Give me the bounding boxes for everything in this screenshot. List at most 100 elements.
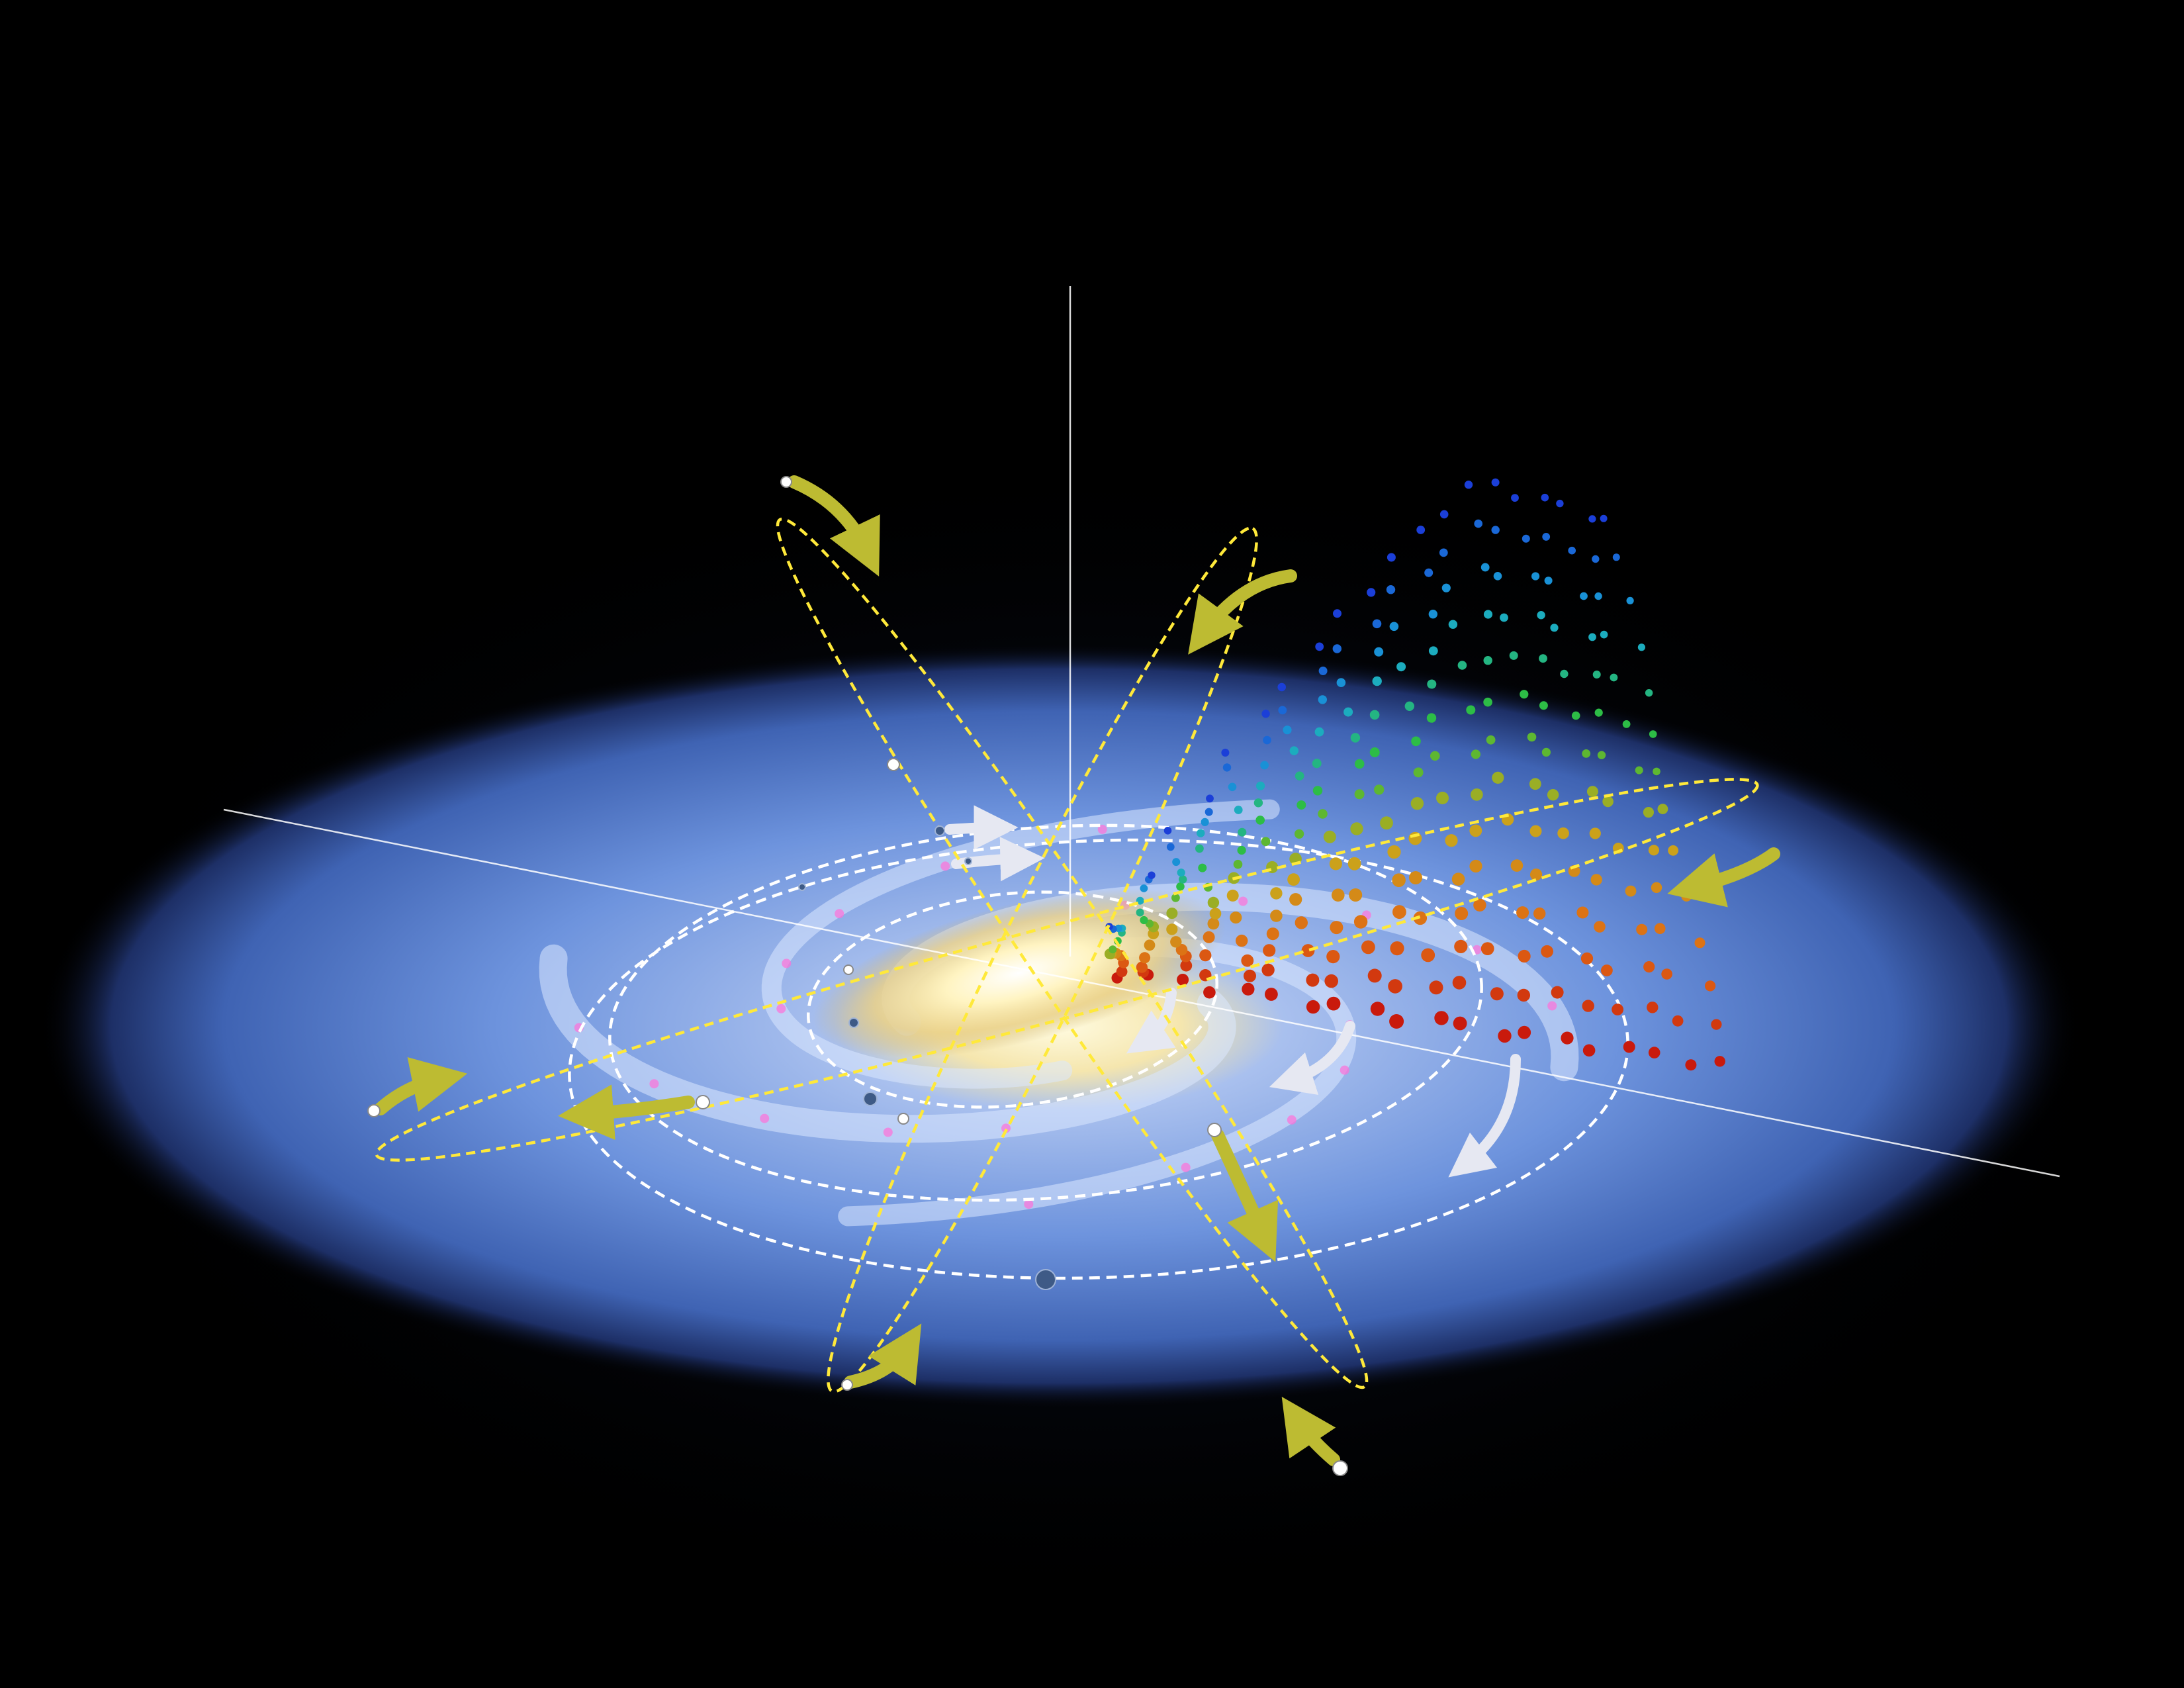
wedge-star	[1197, 829, 1205, 837]
wedge-star	[1270, 910, 1283, 922]
wedge-star	[1427, 679, 1437, 689]
wedge-star	[1648, 845, 1659, 856]
wedge-star	[1537, 611, 1545, 620]
disk-orbit-middle	[608, 823, 1483, 1202]
wedge-star	[1278, 706, 1287, 715]
wedge-star	[1287, 873, 1300, 886]
wedge-star	[1266, 927, 1279, 941]
wedge-star	[1166, 908, 1178, 919]
wedge-star	[1179, 875, 1187, 884]
wedge-star	[1556, 499, 1564, 508]
wedge-star	[1203, 986, 1216, 999]
wedge-star	[1315, 642, 1324, 651]
wedge-star	[1531, 572, 1540, 581]
wedge-star	[1306, 973, 1320, 987]
wedge-star	[1547, 789, 1559, 801]
star-dot-icon	[1207, 1123, 1222, 1137]
wedge-star	[1705, 980, 1716, 992]
wedge-star	[1530, 868, 1543, 881]
halo-arrow-far-right	[1667, 847, 1780, 908]
star-forming-region	[649, 1079, 659, 1089]
wedge-star	[1668, 845, 1679, 856]
star-forming-region	[1181, 1162, 1191, 1172]
wedge-star	[1392, 873, 1406, 887]
disk-orbit-outer	[568, 838, 1629, 1280]
disk-arrow-5	[1448, 1054, 1521, 1178]
wedge-star	[1347, 857, 1361, 870]
wedge-star	[1116, 966, 1128, 978]
wedge-star	[1350, 733, 1361, 743]
wedge-star	[1326, 950, 1340, 964]
wedge-star	[1576, 906, 1589, 919]
wedge-star	[1140, 884, 1148, 892]
star-dot-icon	[887, 758, 900, 771]
wedge-star	[1424, 568, 1433, 577]
wedge-star	[1318, 667, 1328, 675]
star-dot-icon	[367, 1104, 381, 1117]
wedge-star	[1453, 1016, 1467, 1031]
wedge-star	[1612, 1004, 1624, 1015]
halo-orbit-arrows	[374, 475, 1780, 1466]
wedge-star	[1483, 656, 1492, 665]
wedge-star	[1635, 766, 1643, 774]
star-dot-icon	[1035, 1269, 1056, 1290]
wedge-star	[1237, 845, 1246, 855]
star-dot-icon	[863, 1092, 878, 1106]
star-distribution-wedge	[1104, 478, 1725, 1071]
wedge-star	[1323, 830, 1336, 843]
wedge-star	[1466, 705, 1476, 715]
wedge-star	[1474, 519, 1482, 528]
star-forming-region	[1287, 1115, 1297, 1125]
wedge-star	[1201, 818, 1209, 826]
wedge-star	[1314, 727, 1324, 737]
wedge-star	[1457, 661, 1467, 670]
wedge-star	[1492, 771, 1504, 784]
wedge-star	[1539, 701, 1548, 710]
wedge-star	[1372, 676, 1382, 686]
wedge-star	[1354, 759, 1365, 769]
wedge-star	[1410, 797, 1424, 810]
wedge-star	[1469, 859, 1482, 873]
wedge-star	[1343, 707, 1353, 717]
halo-arrow-top-right	[1188, 569, 1297, 655]
wedge-star	[1349, 888, 1363, 902]
wedge-star	[1490, 987, 1504, 1001]
wedge-star	[1283, 726, 1292, 735]
wedge-star	[1295, 829, 1304, 839]
wedge-star	[1233, 859, 1243, 869]
wedge-star	[1369, 710, 1380, 720]
wedge-star	[1510, 859, 1524, 872]
wedge-star	[1451, 872, 1465, 886]
wedge-star	[1306, 1000, 1320, 1014]
wedge-star	[1171, 893, 1180, 902]
wedge-star	[1256, 781, 1265, 790]
wedge-star	[1454, 939, 1468, 953]
wedge-star	[1498, 1029, 1512, 1043]
wedge-star	[1389, 622, 1399, 632]
wedge-star	[1471, 788, 1483, 801]
wedge-star	[1714, 1056, 1725, 1067]
wedge-star	[1426, 713, 1437, 723]
star-forming-region	[883, 1127, 893, 1137]
star-forming-region	[1097, 824, 1107, 834]
wedge-star	[1408, 831, 1422, 845]
wedge-star	[1354, 789, 1365, 800]
star-dot-icon	[848, 1017, 859, 1028]
wedge-star	[1645, 689, 1653, 697]
wedge-star	[1594, 708, 1603, 717]
wedge-star	[1195, 844, 1204, 853]
wedge-star	[1541, 747, 1551, 757]
wedge-star	[1230, 912, 1242, 924]
wedge-star	[1480, 563, 1490, 572]
wedge-star	[1649, 730, 1657, 738]
wedge-star	[1198, 863, 1207, 872]
wedge-star	[1429, 980, 1443, 995]
wedge-star	[1672, 1015, 1684, 1027]
star-forming-region	[1547, 1001, 1557, 1011]
star-forming-region	[776, 1004, 786, 1013]
wedge-star	[1301, 944, 1315, 957]
wedge-star	[1139, 952, 1151, 964]
wedge-star	[1601, 964, 1613, 976]
halo-arrow-bottom-right	[1281, 1397, 1340, 1466]
